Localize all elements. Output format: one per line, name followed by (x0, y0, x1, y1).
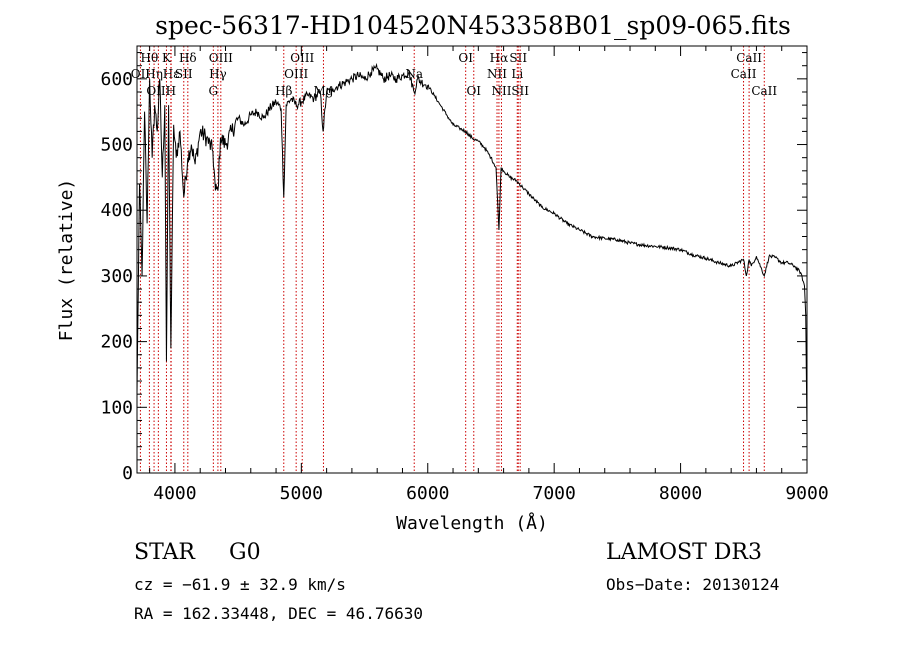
line-marker-label: Hα (490, 51, 509, 65)
y-tick-label: 400 (100, 200, 133, 221)
line-marker-label: OIII (209, 51, 233, 65)
x-tick-label: 8000 (659, 483, 702, 504)
line-marker-label: CaII (751, 84, 777, 98)
coordinates: RA = 162.33448, DEC = 46.76630 (134, 604, 423, 623)
x-tick-label: 4000 (153, 483, 196, 504)
x-tick-label: 6000 (406, 483, 449, 504)
line-marker-label: G (209, 84, 219, 98)
line-marker-label: CaII (736, 51, 762, 65)
line-marker-label: NII (487, 67, 507, 81)
object-class: STAR (134, 540, 195, 565)
plot-frame (136, 45, 808, 474)
line-marker-label: OIII (290, 51, 314, 65)
line-marker-label: Hβ (275, 84, 292, 98)
spectrum-line (136, 62, 808, 434)
line-marker-label: Hθ (141, 51, 159, 65)
x-tick-label: 5000 (280, 483, 323, 504)
line-marker-label: OI (466, 84, 481, 98)
line-marker-label: SII (509, 51, 527, 65)
y-axis-label: Flux (relative) (56, 179, 77, 342)
object-subclass: G0 (229, 540, 261, 565)
line-marker-label: SII (175, 67, 193, 81)
line-marker-label: K (162, 51, 172, 65)
line-marker-label: OI (458, 51, 473, 65)
y-tick-label: 200 (100, 332, 133, 353)
line-marker-label: CaII (731, 67, 757, 81)
line-marker-label: NII (491, 84, 511, 98)
observation-date: Obs−Date: 20130124 (606, 575, 780, 594)
line-marker-label: Li (511, 67, 523, 81)
y-tick-label: 500 (100, 135, 133, 156)
line-marker-label: Hδ (179, 51, 197, 65)
spectrum-series (136, 62, 808, 434)
line-marker-label: Mg (313, 84, 333, 98)
y-tick-label: 0 (122, 463, 133, 484)
x-axis-label: Wavelength (Å) (396, 512, 548, 534)
object-classification: STAR G0 (134, 540, 261, 565)
survey-name: LAMOST DR3 (606, 540, 762, 565)
line-marker-label: H (166, 84, 176, 98)
axis-ticks: 4000 5000 6000 7000 8000 9000 0 100 200 300 400 500… (100, 46, 829, 504)
x-tick-label: 9000 (785, 483, 828, 504)
line-marker-label: SII (511, 84, 529, 98)
redshift-velocity: cz = −61.9 ± 32.9 km/s (134, 575, 346, 594)
chart-title: spec-56317-HD104520N453358B01_sp09-065.f… (155, 11, 791, 40)
y-tick-label: 100 (100, 397, 133, 418)
line-marker-label: Hγ (209, 67, 227, 81)
y-tick-label: 600 (100, 69, 133, 90)
line-marker-label: OII (131, 67, 151, 81)
y-tick-label: 300 (100, 266, 133, 287)
line-marker-label: OIII (284, 67, 308, 81)
x-tick-label: 7000 (532, 483, 575, 504)
